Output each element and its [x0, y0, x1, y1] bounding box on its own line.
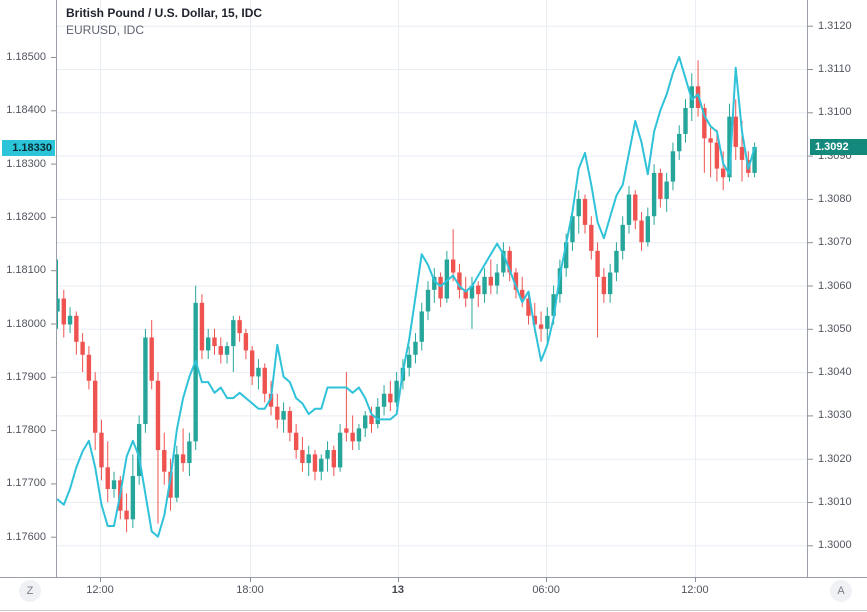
left-price-tick-label: 1.18000 — [6, 317, 46, 330]
left-price-tick-label: 1.17800 — [6, 424, 46, 437]
time-tick-label: 12:00 — [86, 584, 114, 596]
right-price-tick-label: 1.3100 — [818, 106, 852, 119]
time-tick-label: 12:00 — [681, 584, 709, 596]
right-price-tick-label: 1.3050 — [818, 322, 852, 335]
left-price-tick-label: 1.18300 — [6, 157, 46, 170]
right-price-tick-label: 1.3030 — [818, 409, 852, 422]
axis-tick-marks — [51, 25, 813, 582]
left-price-tick-label: 1.17900 — [6, 370, 46, 383]
right-price-scale[interactable]: 1.3120 1.3110 1.3100 1.3090 1.3080 1.3070 1.30… — [807, 0, 867, 577]
eurusd-line-series — [56, 56, 756, 538]
right-price-tick-label: 1.3020 — [818, 452, 852, 465]
right-price-tick-label: 1.3110 — [818, 63, 851, 75]
left-price-tick-label: 1.18500 — [6, 51, 46, 63]
eurusd-last-price-label: 1.18330 — [2, 139, 55, 156]
right-price-tick-label: 1.3080 — [818, 192, 852, 205]
a-button[interactable]: A — [830, 580, 852, 602]
right-price-tick-label: 1.3000 — [818, 539, 852, 552]
left-price-scale[interactable]: 1.18500 1.18400 1.18300 1.18200 1.18100 1.180… — [0, 0, 56, 577]
left-price-tick-label: 1.18400 — [6, 104, 46, 117]
left-price-tick-label: 1.18100 — [6, 264, 46, 277]
right-price-tick-label: 1.3060 — [818, 279, 852, 292]
right-price-tick-label: 1.3120 — [818, 19, 852, 32]
gbpusd-last-price-label: 1.3092 — [810, 138, 867, 155]
right-price-tick-label: 1.3010 — [818, 496, 852, 508]
time-scale[interactable]: 12:00 18:00 13 06:00 12:00 — [0, 577, 867, 611]
left-price-tick-label: 1.17700 — [6, 477, 46, 490]
candlestick-series — [56, 60, 757, 533]
time-tick-label: 06:00 — [532, 584, 560, 596]
left-price-tick-label: 1.18200 — [6, 210, 46, 223]
right-price-tick-label: 1.3040 — [818, 366, 852, 379]
time-tick-label: 18:00 — [236, 584, 264, 596]
right-price-tick-label: 1.3070 — [818, 236, 852, 249]
z-button[interactable]: Z — [19, 580, 41, 602]
left-price-tick-label: 1.17600 — [6, 530, 46, 543]
time-tick-label: 13 — [391, 584, 404, 596]
